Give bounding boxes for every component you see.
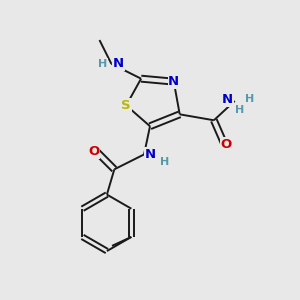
Text: N: N [145,148,156,161]
Text: H: H [245,94,254,104]
Text: H: H [98,59,107,69]
Text: N: N [168,75,179,88]
Text: H: H [160,157,169,167]
Text: O: O [88,145,99,158]
Text: N: N [113,57,124,70]
Text: S: S [122,99,131,112]
Text: H: H [235,106,244,116]
Text: N: N [222,93,233,106]
Text: O: O [220,138,231,151]
